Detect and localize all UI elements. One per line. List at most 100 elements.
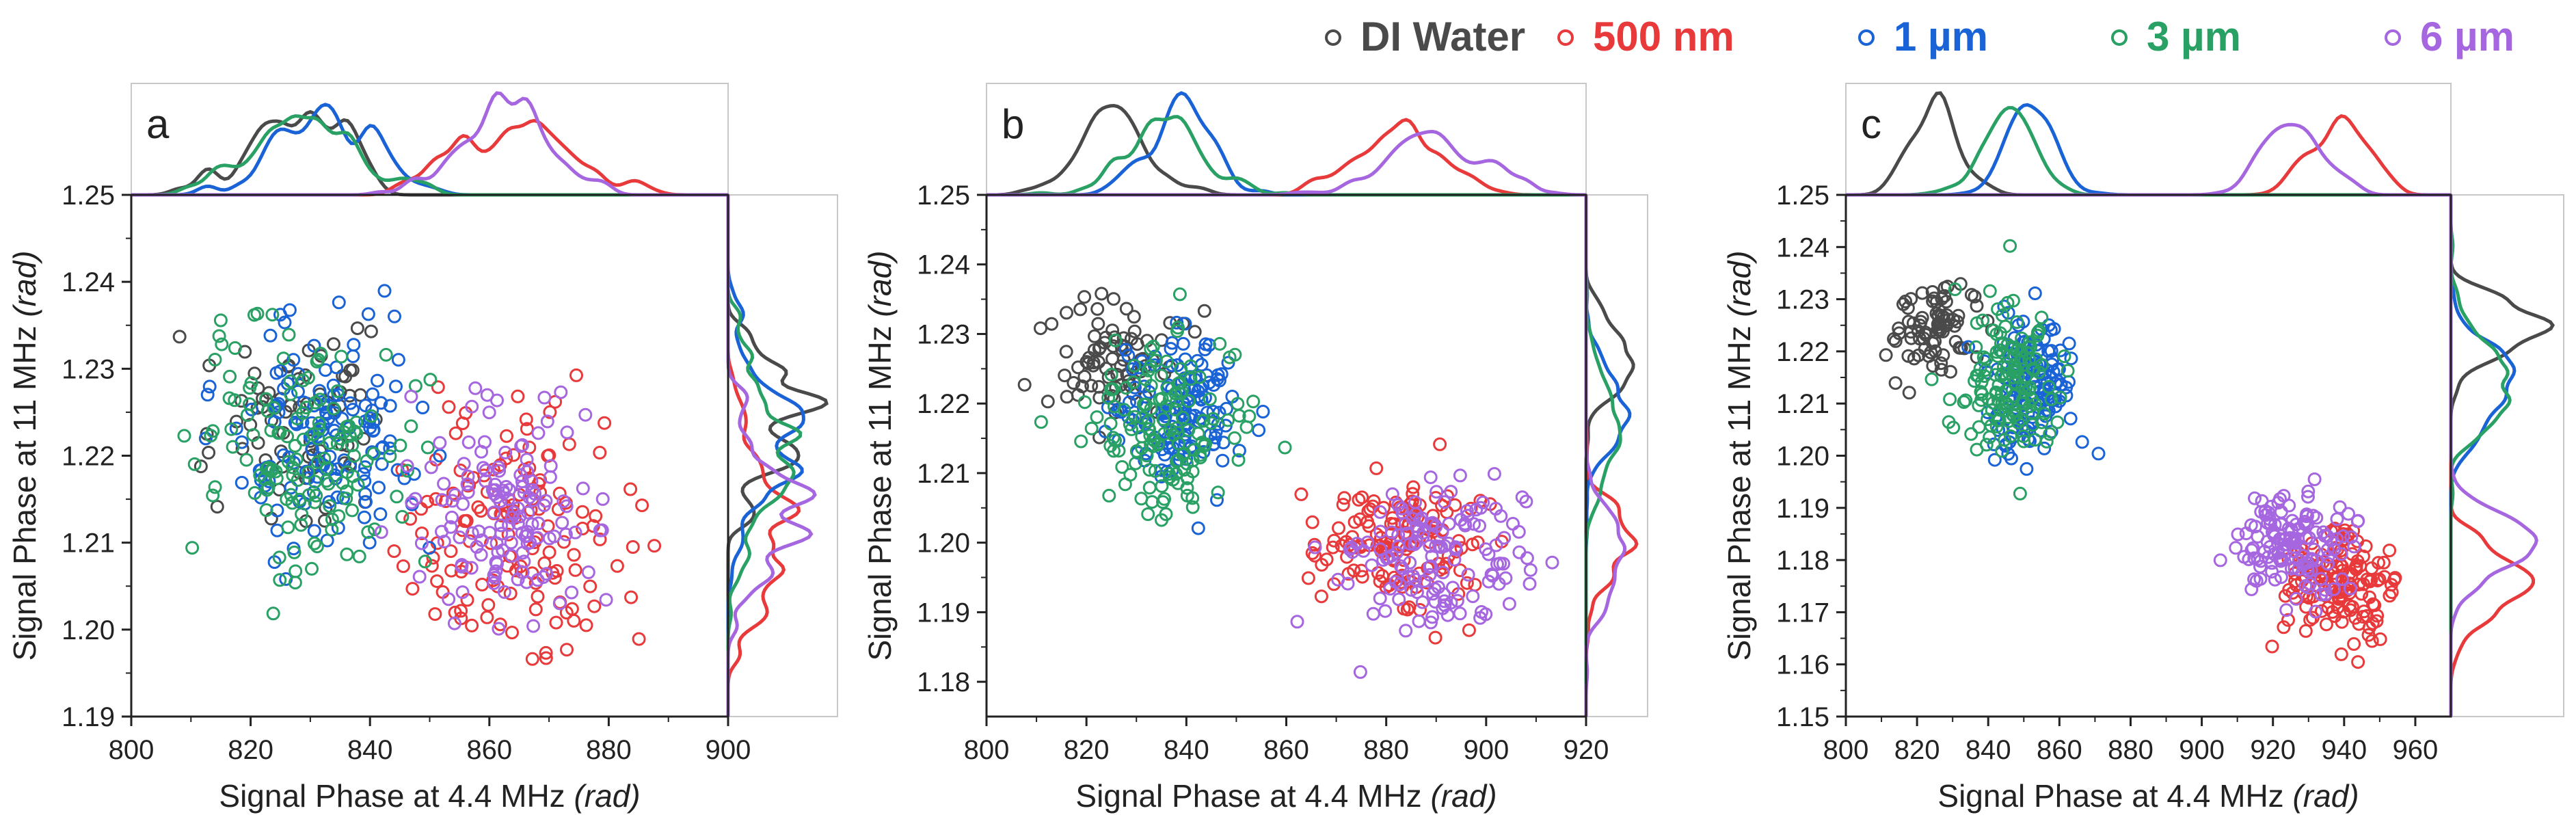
data-point [1185, 500, 1200, 514]
data-point [1450, 593, 1464, 608]
data-point [552, 486, 567, 500]
data-point [465, 399, 479, 414]
data-point [301, 465, 316, 479]
x-tick-label: 900 [1463, 735, 1509, 765]
data-point [457, 514, 472, 528]
data-point [437, 535, 451, 549]
data-point [511, 501, 525, 516]
data-point [476, 461, 490, 475]
data-point [1077, 290, 1092, 304]
data-point [1071, 388, 1085, 402]
data-point [2301, 484, 2316, 498]
data-point [1373, 524, 1388, 539]
data-point [560, 425, 574, 440]
top-density-di-water [1846, 91, 2451, 197]
data-point [1502, 597, 1516, 611]
data-point [2003, 239, 2017, 253]
data-point [334, 349, 349, 364]
data-point [1373, 591, 1387, 606]
data-point [610, 559, 624, 573]
data-point [1996, 366, 2011, 381]
data-point [1939, 295, 1953, 309]
x-tick-label: 840 [1164, 735, 1209, 765]
top-density-di-water [987, 103, 1586, 197]
data-point [2022, 353, 2037, 367]
data-point [1170, 421, 1184, 436]
data-point [323, 499, 337, 513]
data-point [1879, 348, 1893, 362]
data-point [1142, 481, 1157, 495]
data-point [589, 509, 603, 523]
data-point [1437, 495, 1451, 509]
data-point [1928, 334, 1942, 349]
data-point [1081, 356, 1095, 371]
data-point [264, 423, 278, 438]
data-point [503, 587, 518, 600]
data-point [228, 393, 242, 408]
y-axis: 1.15 1.16 1.17 1.18 1.19 1.20 1.21 1.22 1.23 1.24… [1776, 181, 1846, 732]
data-point [2335, 572, 2349, 587]
series-6-um [2213, 472, 2365, 619]
data-point [453, 530, 467, 544]
data-point [272, 550, 286, 565]
data-point [1041, 395, 1055, 409]
data-point [1172, 287, 1187, 302]
data-point [1545, 555, 1559, 570]
y-axis: 1.19 1.20 1.21 1.22 1.23 1.24 1.25 [62, 181, 131, 732]
data-point [325, 522, 339, 537]
data-point [1231, 453, 1246, 467]
data-point [1198, 337, 1213, 351]
data-point [1959, 393, 1973, 408]
data-point [480, 610, 494, 624]
data-point [1172, 375, 1187, 390]
data-point [2372, 572, 2387, 587]
data-point [2344, 603, 2358, 617]
data-point [383, 449, 397, 464]
series-3-um [1034, 287, 1292, 527]
data-point [1973, 362, 1987, 376]
data-point [323, 436, 337, 450]
data-point [2287, 535, 2301, 549]
data-point [364, 409, 379, 423]
x-axis: 800 820 840 860 880 900 920 [964, 717, 1609, 765]
data-point [349, 415, 364, 429]
data-point [1091, 317, 1105, 331]
data-point [1410, 585, 1424, 600]
data-point [1106, 292, 1121, 306]
x-tick-label: 860 [1263, 735, 1309, 765]
data-point [539, 645, 553, 660]
data-point [1102, 488, 1116, 503]
data-point [2331, 600, 2345, 615]
data-point [1913, 318, 1927, 332]
legend-marker [1325, 29, 1341, 46]
data-point [1915, 286, 1929, 300]
data-point [1512, 545, 1527, 559]
data-point [455, 558, 469, 572]
data-point [310, 354, 324, 369]
data-point [1936, 348, 1950, 362]
data-point [1125, 422, 1138, 436]
data-point [2319, 617, 2333, 632]
data-point [1210, 493, 1224, 507]
data-point [1395, 505, 1410, 520]
top-density-500-nm [987, 118, 1586, 197]
data-point [425, 559, 439, 573]
data-point [2035, 415, 2049, 429]
data-point [1512, 524, 1526, 539]
data-point [2309, 604, 2323, 619]
data-point [193, 459, 208, 474]
data-point [358, 510, 371, 524]
data-point [559, 499, 574, 513]
data-point [1181, 471, 1194, 485]
data-point [505, 626, 519, 640]
data-point [1447, 552, 1462, 567]
x-tick-label: 860 [466, 735, 512, 765]
data-point [1354, 563, 1369, 578]
data-point [1399, 624, 1413, 638]
data-point [1453, 468, 1467, 483]
data-point [204, 429, 218, 443]
data-point [2229, 541, 2243, 555]
data-point [383, 399, 397, 413]
data-point [2268, 518, 2282, 532]
data-point [400, 459, 414, 473]
